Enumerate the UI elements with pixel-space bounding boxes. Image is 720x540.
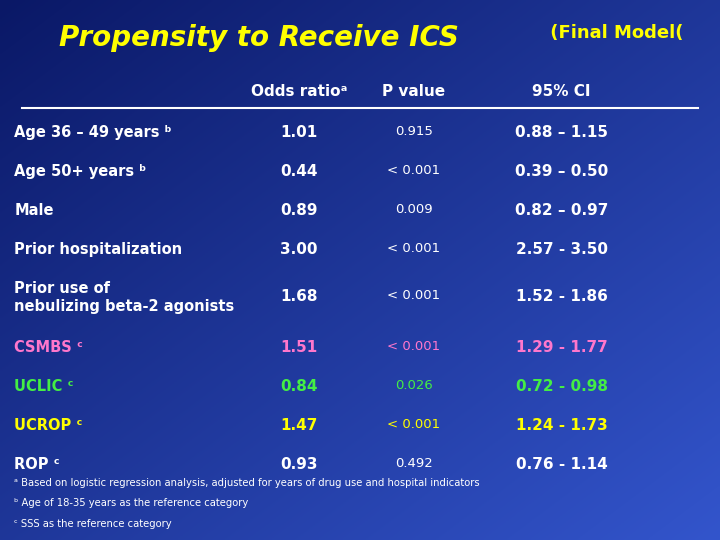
Text: 0.72 - 0.98: 0.72 - 0.98	[516, 379, 608, 394]
Text: 1.29 - 1.77: 1.29 - 1.77	[516, 340, 608, 355]
Text: 0.84: 0.84	[280, 379, 318, 394]
Text: 0.492: 0.492	[395, 457, 433, 470]
Text: 1.51: 1.51	[280, 340, 318, 355]
Text: 1.24 - 1.73: 1.24 - 1.73	[516, 418, 608, 433]
Text: < 0.001: < 0.001	[387, 340, 441, 353]
Text: 3.00: 3.00	[280, 242, 318, 257]
Text: Male: Male	[14, 203, 54, 218]
Text: 0.88 – 1.15: 0.88 – 1.15	[515, 125, 608, 140]
Text: Prior use of
nebulizing beta-2 agonists: Prior use of nebulizing beta-2 agonists	[14, 281, 235, 314]
Text: 1.52 - 1.86: 1.52 - 1.86	[516, 289, 608, 304]
Text: 0.93: 0.93	[280, 457, 318, 472]
Text: ᵃ Based on logistic regression analysis, adjusted for years of drug use and hosp: ᵃ Based on logistic regression analysis,…	[14, 478, 480, 488]
Text: 0.915: 0.915	[395, 125, 433, 138]
Text: 0.44: 0.44	[280, 164, 318, 179]
Text: 0.39 – 0.50: 0.39 – 0.50	[515, 164, 608, 179]
Text: UCLIC ᶜ: UCLIC ᶜ	[14, 379, 74, 394]
Text: Odds ratioᵃ: Odds ratioᵃ	[251, 84, 347, 99]
Text: < 0.001: < 0.001	[387, 164, 441, 177]
Text: P value: P value	[382, 84, 446, 99]
Text: < 0.001: < 0.001	[387, 242, 441, 255]
Text: 1.01: 1.01	[280, 125, 318, 140]
Text: Age 36 – 49 years ᵇ: Age 36 – 49 years ᵇ	[14, 125, 172, 140]
Text: 1.47: 1.47	[280, 418, 318, 433]
Text: Propensity to Receive ICS: Propensity to Receive ICS	[59, 24, 459, 52]
Text: < 0.001: < 0.001	[387, 289, 441, 302]
Text: 0.026: 0.026	[395, 379, 433, 392]
Text: ᶜ SSS as the reference category: ᶜ SSS as the reference category	[14, 519, 172, 529]
Text: Age 50+ years ᵇ: Age 50+ years ᵇ	[14, 164, 147, 179]
Text: Prior hospitalization: Prior hospitalization	[14, 242, 183, 257]
Text: 2.57 - 3.50: 2.57 - 3.50	[516, 242, 608, 257]
Text: CSMBS ᶜ: CSMBS ᶜ	[14, 340, 84, 355]
Text: 95% CI: 95% CI	[532, 84, 591, 99]
Text: 0.82 – 0.97: 0.82 – 0.97	[515, 203, 608, 218]
Text: 0.009: 0.009	[395, 203, 433, 216]
Text: 0.89: 0.89	[280, 203, 318, 218]
Text: UCROP ᶜ: UCROP ᶜ	[14, 418, 83, 433]
Text: 0.76 - 1.14: 0.76 - 1.14	[516, 457, 608, 472]
Text: ROP ᶜ: ROP ᶜ	[14, 457, 60, 472]
Text: (Final Model(: (Final Model(	[544, 24, 683, 42]
Text: < 0.001: < 0.001	[387, 418, 441, 431]
Text: 1.68: 1.68	[280, 289, 318, 304]
Text: ᵇ Age of 18-35 years as the reference category: ᵇ Age of 18-35 years as the reference ca…	[14, 498, 248, 509]
